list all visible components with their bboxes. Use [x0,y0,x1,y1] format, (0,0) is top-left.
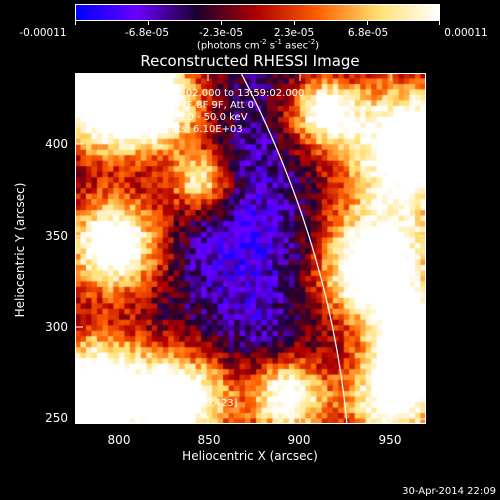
footer-timestamp: 30-Apr-2014 22:09 [402,486,496,497]
colorbar-tick [148,21,149,25]
limb-line-layer [240,73,348,424]
x-tick-label: 800 [107,433,131,447]
y-tick-label: 350 [45,229,68,243]
y-tick-label: 300 [45,320,68,334]
annotation-time: 9-Apr-2012 13:53:02.000 to 13:59:02.000 [95,88,305,99]
x-axis-label: Heliocentric X (arcsec) [182,449,318,463]
colorbar [75,4,440,21]
y-tick-label: 250 [45,411,68,425]
colorbar-tick-label: -0.00011 [19,27,67,39]
y-tick-label: 400 [45,137,68,151]
colorbar-tick [75,21,76,25]
x-tick-label: 950 [378,433,402,447]
colorbar-tick [367,21,368,25]
annotation-peak: Position of Peak = [816,423] [95,398,238,409]
colorbar-tick-label: 2.3e-05 [273,27,315,39]
solar-limb-line [240,73,348,424]
annotation-detectors: Detectors: 3F 6F 7F 8F 9F, Att 0 [95,100,255,111]
rhessi-image [75,73,426,424]
colorbar-tick [221,21,222,25]
colorbar-tick [294,21,295,25]
colorbar-tick-label: 0.00011 [444,27,488,39]
image-title: Reconstructed RHESSI Image [140,52,360,70]
x-tick-label: 850 [197,433,221,447]
colorbar-tick-label: -2.3e-05 [198,27,244,39]
axis-ticks [75,73,426,424]
annotation-energy: Energy Range: 25.0 - 50.0 keV [95,112,248,123]
colorbar-tick [439,21,440,25]
y-axis-label: Heliocentric Y (arcsec) [13,182,27,318]
x-tick-label: 900 [287,433,311,447]
colorbar-tick-label: 6.8e-05 [347,27,389,39]
colorbar-units: (photons cm-2 s-1 asec-2) [196,38,320,52]
colorbar-tick-label: -6.8e-05 [124,27,170,39]
annotation-method: Clean Total counts: 6.10E+03 [95,124,243,135]
